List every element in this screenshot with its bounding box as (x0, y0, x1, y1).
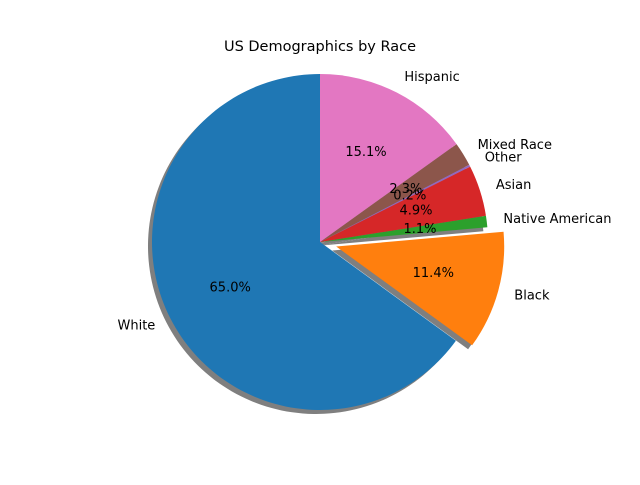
pie-slices (151, 74, 505, 410)
slice-label-mixed-race: Mixed Race (478, 138, 552, 153)
slice-mixed-race (320, 144, 470, 242)
slice-percent-white: 65.0% (210, 280, 251, 295)
slice-label-asian: Asian (496, 178, 531, 193)
slice-other (320, 164, 471, 242)
slice-label-black: Black (514, 288, 550, 303)
slice-percent-hispanic: 15.1% (345, 145, 386, 160)
slice-percent-asian: 4.9% (399, 204, 432, 219)
slice-hispanic (320, 74, 457, 242)
chart-title: US Demographics by Race (224, 39, 416, 55)
pie-labels: White 65.0% Black 11.4% Native American 1.1% A… (117, 70, 611, 333)
slice-percent-native-american: 1.1% (403, 222, 436, 237)
slice-label-other: Other (485, 151, 523, 166)
slice-label-hispanic: Hispanic (404, 70, 459, 85)
slice-label-native-american: Native American (503, 212, 611, 227)
slice-percent-black: 11.4% (413, 266, 454, 281)
slice-percent-mixed-race: 2.3% (389, 182, 422, 197)
slice-percent-other: 0.2% (393, 189, 426, 204)
slice-white (151, 74, 456, 410)
slice-label-white: White (117, 318, 155, 333)
slice-native-american (320, 215, 488, 242)
slice-black (336, 231, 505, 346)
slice-asian (320, 166, 486, 242)
